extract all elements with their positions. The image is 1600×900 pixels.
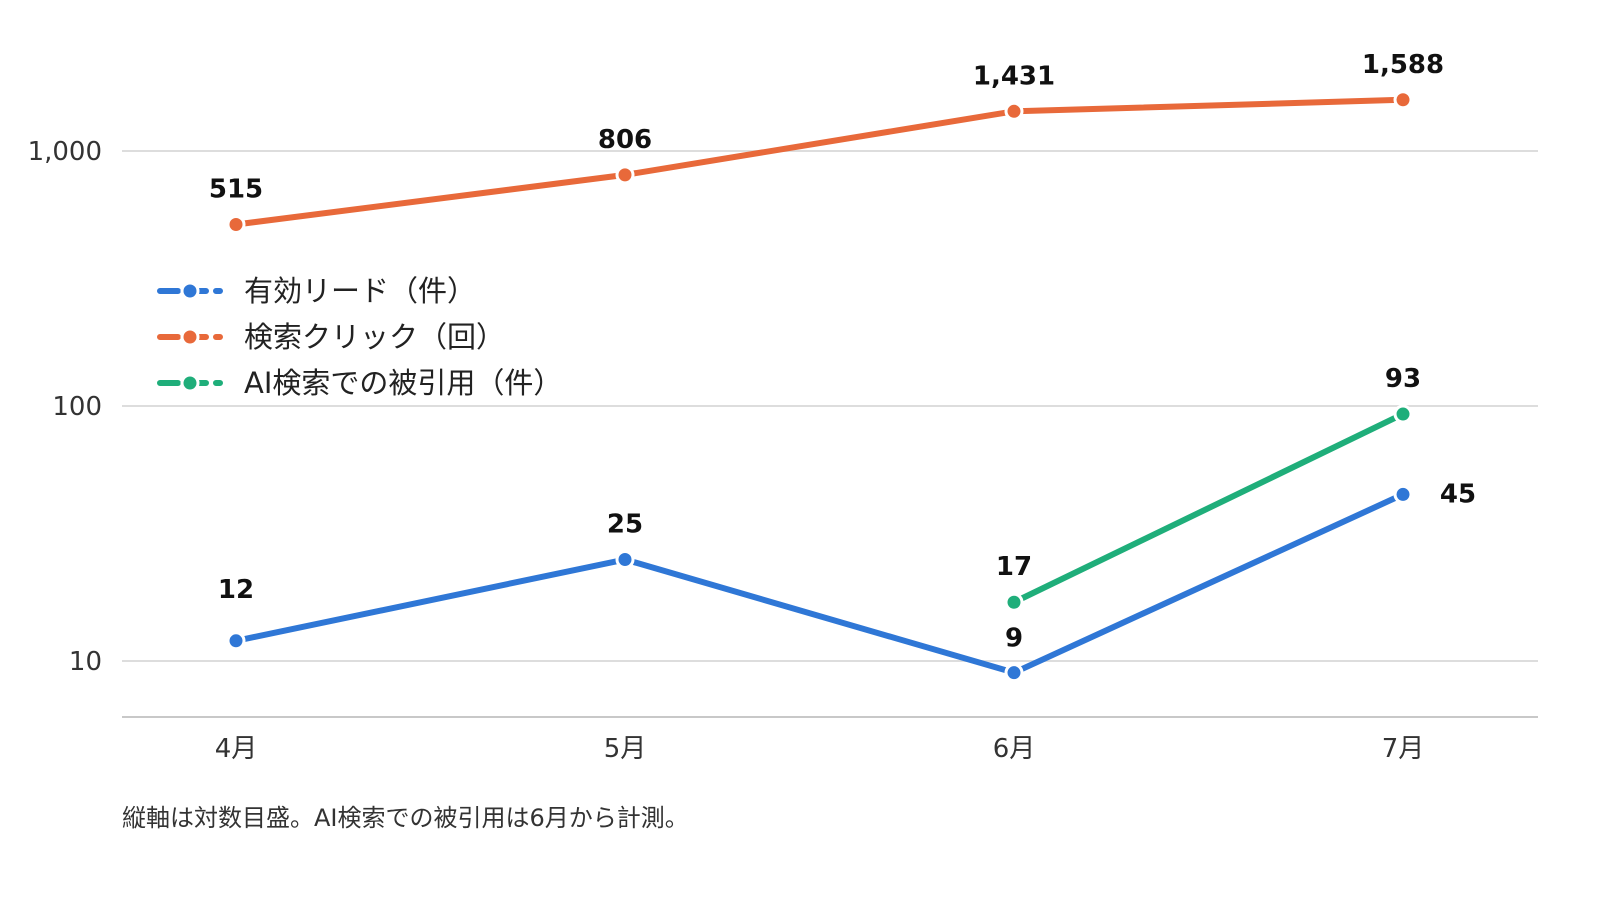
legend-label-3: AI検索での被引用（件） [244, 366, 562, 400]
series-lines [226, 90, 1413, 683]
x-tick-label-3: 6月 [993, 734, 1036, 764]
legend: 有効リード（件） 検索クリック（回） AI検索での被引用（件） [157, 274, 562, 400]
y-tick-label-100: 100 [52, 392, 102, 422]
y-tick-label-1000: 1,000 [28, 137, 102, 167]
x-tick-label-2: 5月 [604, 734, 647, 764]
legend-swatch-dot-3 [180, 373, 200, 393]
data-point-s3-4 [1393, 404, 1413, 424]
data-label-s2-1: 515 [209, 174, 263, 204]
data-point-s1-1 [226, 631, 246, 651]
series-line-3 [1011, 411, 1406, 606]
data-point-s2-2 [615, 165, 635, 185]
data-point-s2-4 [1393, 90, 1413, 110]
data-point-s2-1 [226, 214, 246, 234]
legend-label-2: 検索クリック（回） [244, 320, 505, 354]
legend-swatch-dot-2 [180, 327, 200, 347]
legend-item-3: AI検索での被引用（件） [157, 366, 562, 400]
legend-item-2: 検索クリック（回） [157, 320, 505, 354]
y-tick-label-10: 10 [69, 647, 102, 677]
data-label-s2-2: 806 [598, 125, 652, 155]
axes: 10 100 1,000 4月 5月 6月 7月 [28, 137, 1538, 764]
data-label-s3-3: 17 [996, 552, 1032, 582]
data-point-s1-2 [615, 550, 635, 570]
data-label-s2-4: 1,588 [1362, 50, 1444, 80]
legend-label-1: 有効リード（件） [244, 274, 476, 308]
data-point-s1-4 [1393, 484, 1413, 504]
x-tick-label-1: 4月 [215, 734, 258, 764]
data-point-s1-3 [1004, 663, 1024, 683]
legend-swatch-dot-1 [180, 281, 200, 301]
data-label-s1-1: 12 [218, 575, 254, 605]
series-line-2 [233, 96, 1406, 228]
x-tick-label-4: 7月 [1382, 734, 1425, 764]
legend-item-1: 有効リード（件） [157, 274, 476, 308]
data-label-s1-4: 45 [1440, 479, 1476, 509]
data-point-s2-3 [1004, 101, 1024, 121]
data-label-s1-2: 25 [607, 510, 643, 540]
chart-footnote: 縦軸は対数目盛。AI検索での被引用は6月から計測。 [122, 804, 689, 832]
data-label-s2-3: 1,431 [973, 61, 1055, 91]
data-label-s3-4: 93 [1385, 364, 1421, 394]
series-line-1 [233, 491, 1406, 676]
gridlines [122, 150, 1538, 662]
data-label-s1-3: 9 [1005, 624, 1023, 654]
data-labels: 12 25 9 45 515 806 1,431 1,588 17 93 [209, 50, 1476, 654]
data-point-s3-3 [1004, 592, 1024, 612]
